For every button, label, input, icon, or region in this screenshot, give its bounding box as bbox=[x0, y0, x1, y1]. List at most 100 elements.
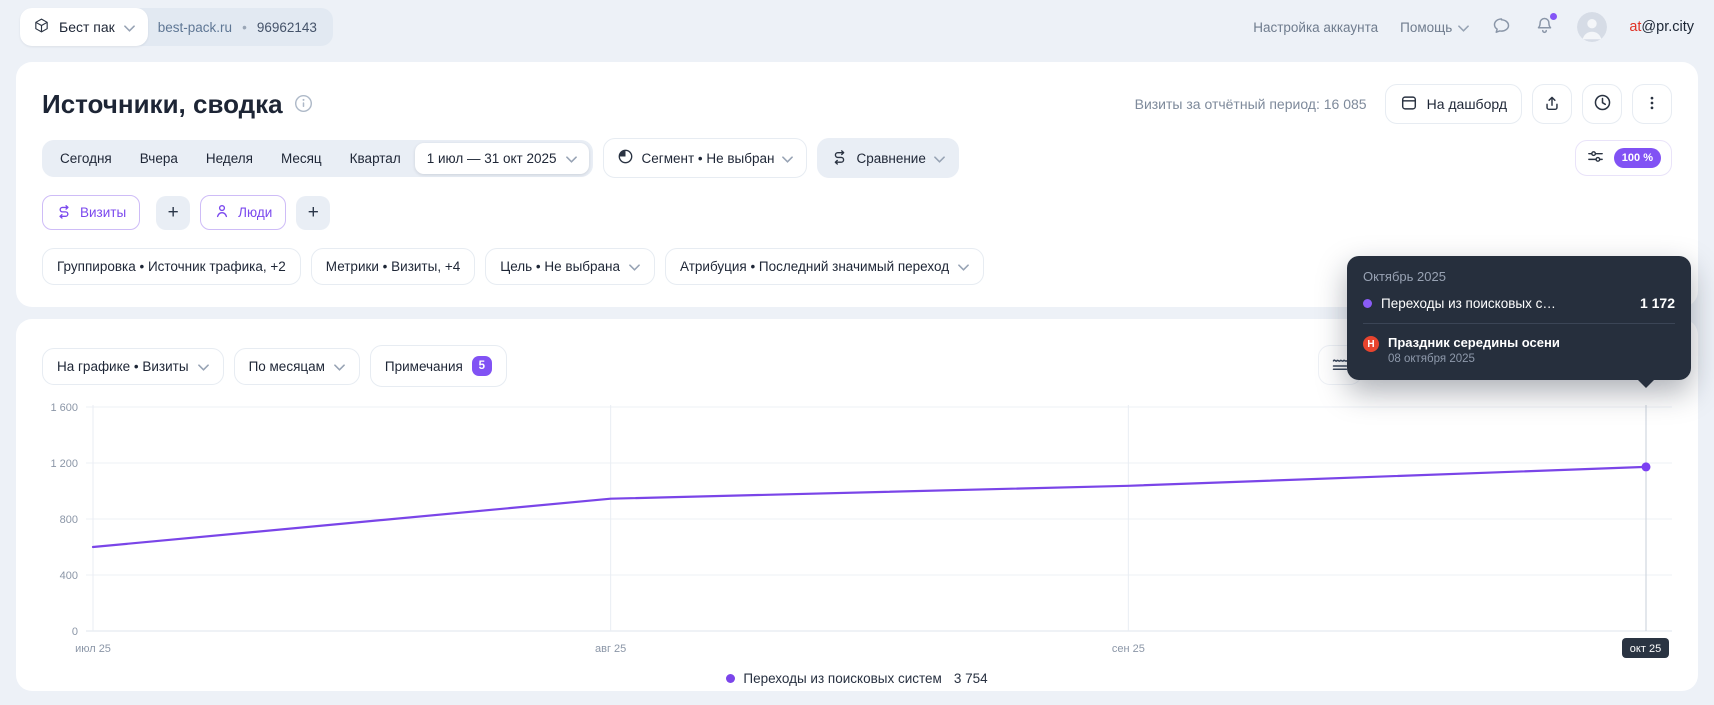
chevron-down-icon bbox=[334, 359, 345, 374]
user-email[interactable]: at@pr.city bbox=[1629, 19, 1694, 35]
user-email-suffix: @pr.city bbox=[1641, 19, 1694, 35]
legend-value: 3 754 bbox=[953, 671, 988, 686]
goal-filter[interactable]: Цель • Не выбрана bbox=[485, 248, 655, 285]
goal-filter-label: Цель • Не выбрана bbox=[500, 259, 620, 274]
add-metric-button[interactable]: + bbox=[156, 195, 191, 230]
compare-label: Сравнение bbox=[856, 150, 926, 166]
site-link[interactable]: best-pack.ru bbox=[157, 19, 233, 35]
to-dashboard-label: На дашборд bbox=[1426, 96, 1507, 112]
on-chart-label: На графике • Визиты bbox=[57, 358, 189, 374]
legend-dot bbox=[726, 674, 736, 683]
date-range-label: 1 июл — 31 окт 2025 bbox=[426, 150, 557, 166]
chat-button[interactable] bbox=[1491, 15, 1512, 39]
metric-chip-visits-label: Визиты bbox=[80, 205, 127, 220]
sampling-settings-button[interactable]: 100 % bbox=[1574, 140, 1672, 176]
tooltip-arrow bbox=[1637, 379, 1655, 388]
period-grouping-label: По месяцам bbox=[248, 358, 325, 374]
chevron-down-icon bbox=[629, 259, 640, 274]
cube-icon bbox=[33, 17, 50, 37]
history-button[interactable] bbox=[1582, 84, 1622, 124]
metrics-filter[interactable]: Метрики • Визиты, +4 bbox=[310, 248, 476, 285]
account-settings-link[interactable]: Настройка аккаунта bbox=[1253, 19, 1379, 35]
svg-text:1 200: 1 200 bbox=[50, 458, 78, 470]
tooltip-note-title: Праздник середины осени bbox=[1388, 335, 1560, 350]
tooltip-series-value: 1 172 bbox=[1639, 295, 1675, 311]
chart-card: На графике • Визиты По месяцам Примечани… bbox=[16, 319, 1698, 691]
period-tab-quarter[interactable]: Квартал bbox=[336, 143, 415, 174]
tooltip-series-dot bbox=[1363, 298, 1372, 308]
topbar: Бест пак best-pack.ru • 96962143 Настрой… bbox=[0, 0, 1714, 54]
attribution-filter-label: Атрибуция • Последний значимый переход bbox=[680, 259, 950, 274]
period-tab-yesterday[interactable]: Вчера bbox=[126, 143, 192, 174]
chevron-down-icon bbox=[933, 151, 945, 166]
visits-icon bbox=[56, 203, 72, 222]
metric-chip-visits[interactable]: Визиты bbox=[42, 195, 141, 230]
export-button[interactable] bbox=[1532, 84, 1572, 124]
report-header-card: Источники, сводка Визиты за отчётный пер… bbox=[16, 62, 1698, 307]
counter-name: Бест пак bbox=[59, 19, 115, 35]
add-metric-button-2[interactable]: + bbox=[296, 195, 331, 230]
chevron-down-icon bbox=[958, 259, 969, 274]
svg-text:июл 25: июл 25 bbox=[75, 643, 111, 655]
metric-chip-people[interactable]: Люди bbox=[200, 195, 287, 230]
tooltip-divider bbox=[1363, 323, 1675, 324]
counter-id: 96962143 bbox=[256, 19, 317, 35]
chevron-down-icon bbox=[1458, 20, 1470, 35]
period-tab-today[interactable]: Сегодня bbox=[46, 143, 126, 174]
notes-count-badge: 5 bbox=[471, 356, 492, 376]
on-chart-selector[interactable]: На графике • Визиты bbox=[42, 347, 224, 385]
counter-selector-group: Бест пак best-pack.ru • 96962143 bbox=[20, 8, 333, 46]
chart-legend[interactable]: Переходы из поисковых систем 3 754 bbox=[42, 671, 1672, 686]
avatar[interactable] bbox=[1577, 12, 1608, 42]
help-menu[interactable]: Помощь bbox=[1400, 19, 1470, 35]
notes-label: Примечания bbox=[384, 358, 463, 374]
segment-icon bbox=[617, 148, 634, 168]
counter-selector[interactable]: Бест пак bbox=[20, 8, 148, 46]
tooltip-series-label: Переходы из поисковых с… bbox=[1381, 295, 1556, 311]
info-icon[interactable] bbox=[294, 89, 313, 120]
topbar-right: Настройка аккаунта Помощь at@pr.city bbox=[1253, 12, 1694, 42]
holiday-marker-icon: Н bbox=[1363, 336, 1379, 352]
attribution-filter[interactable]: Атрибуция • Последний значимый переход bbox=[665, 248, 985, 285]
svg-text:сен 25: сен 25 bbox=[1112, 643, 1145, 655]
chart-area[interactable]: 0 400 800 1 200 1 600 июл 25 авг 25 сен 25 окт 2… bbox=[42, 395, 1672, 663]
traffic-chart: 0 400 800 1 200 1 600 июл 25 авг 25 сен 25 окт 2… bbox=[50, 402, 1672, 658]
compare-selector[interactable]: Сравнение bbox=[817, 138, 959, 178]
period-tab-week[interactable]: Неделя bbox=[192, 143, 267, 174]
notification-dot bbox=[1550, 13, 1558, 20]
period-tabs: Сегодня Вчера Неделя Месяц Квартал 1 июл… bbox=[42, 139, 593, 177]
sliders-icon bbox=[1586, 147, 1605, 169]
segment-selector[interactable]: Сегмент • Не выбран bbox=[602, 138, 808, 178]
svg-text:авг 25: авг 25 bbox=[595, 643, 626, 655]
legend-label: Переходы из поисковых систем bbox=[743, 671, 942, 686]
svg-text:окт 25: окт 25 bbox=[1630, 643, 1661, 655]
chart-tooltip: Октябрь 2025 Переходы из поисковых с… 1 … bbox=[1347, 256, 1691, 388]
more-menu-button[interactable] bbox=[1632, 84, 1672, 124]
segment-label: Сегмент • Не выбран bbox=[641, 150, 775, 166]
grouping-filter-label: Группировка • Источник трафика, +2 bbox=[57, 259, 286, 274]
notifications-button[interactable] bbox=[1534, 13, 1558, 39]
help-label: Помощь bbox=[1400, 19, 1453, 35]
svg-text:1 600: 1 600 bbox=[50, 402, 78, 414]
compare-icon bbox=[831, 148, 848, 168]
visits-summary: Визиты за отчётный период: 16 085 bbox=[1134, 96, 1367, 112]
period-grouping-selector[interactable]: По месяцам bbox=[233, 347, 360, 385]
page-title-text: Источники, сводка bbox=[42, 88, 283, 119]
person-icon bbox=[214, 203, 230, 222]
chevron-down-icon bbox=[197, 359, 209, 374]
tooltip-note-date: 08 октября 2025 bbox=[1388, 353, 1475, 365]
svg-text:400: 400 bbox=[60, 570, 78, 582]
sampling-badge: 100 % bbox=[1613, 148, 1661, 168]
chevron-down-icon bbox=[782, 151, 794, 166]
kebab-icon bbox=[1643, 94, 1661, 115]
notes-button[interactable]: Примечания 5 bbox=[369, 345, 507, 387]
share-icon bbox=[1543, 94, 1561, 115]
svg-text:800: 800 bbox=[60, 514, 78, 526]
grouping-filter[interactable]: Группировка • Источник трафика, +2 bbox=[42, 248, 301, 285]
period-tab-month[interactable]: Месяц bbox=[267, 143, 336, 174]
user-email-prefix: at bbox=[1629, 19, 1642, 35]
to-dashboard-button[interactable]: На дашборд bbox=[1384, 84, 1522, 124]
date-range-picker[interactable]: 1 июл — 31 окт 2025 bbox=[414, 142, 589, 174]
page-title: Источники, сводка bbox=[42, 89, 313, 120]
metric-chip-people-label: Люди bbox=[238, 205, 273, 220]
